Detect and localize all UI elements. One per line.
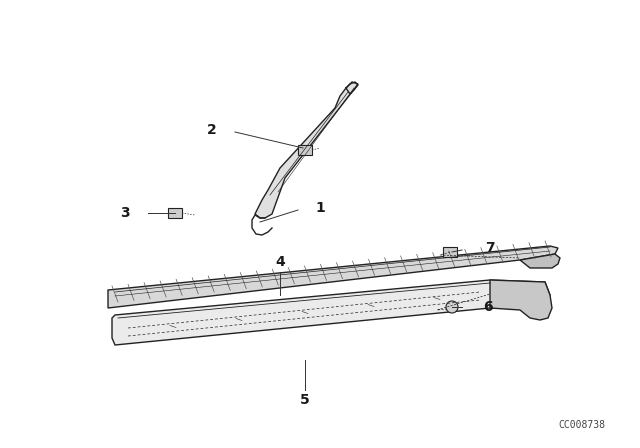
Bar (168, 208, 182, 218)
Text: 6: 6 (483, 300, 493, 314)
Polygon shape (112, 280, 550, 345)
Text: 7: 7 (485, 241, 495, 255)
Polygon shape (490, 280, 552, 320)
Bar (443, 247, 457, 257)
Polygon shape (255, 82, 358, 218)
Text: CC008738: CC008738 (558, 420, 605, 430)
Text: 1: 1 (315, 201, 325, 215)
Text: 3: 3 (120, 206, 130, 220)
Polygon shape (108, 246, 558, 308)
Polygon shape (520, 254, 560, 268)
Text: 2: 2 (207, 123, 217, 137)
Circle shape (446, 301, 458, 313)
Text: 4: 4 (275, 255, 285, 269)
Bar (298, 145, 312, 155)
Text: 5: 5 (300, 393, 310, 407)
